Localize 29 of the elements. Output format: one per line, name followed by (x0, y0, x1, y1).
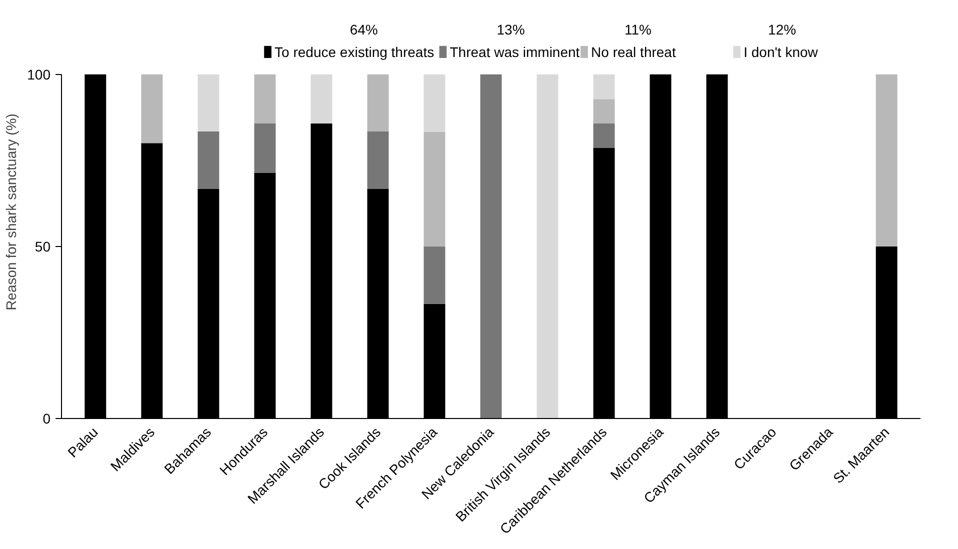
bar (480, 74, 502, 418)
bar (198, 131, 220, 189)
bar (141, 74, 163, 144)
bar (367, 74, 389, 132)
legend-label: I don't know (744, 44, 819, 60)
y-tick-label: 50 (34, 238, 51, 254)
bar (254, 74, 276, 124)
bar (424, 74, 446, 132)
text: 64% (350, 22, 378, 38)
y-tick-label: 0 (42, 410, 51, 426)
bar (254, 124, 276, 173)
bar (593, 99, 615, 124)
bar (198, 74, 220, 132)
legend-label: To reduce existing threats (274, 44, 434, 60)
bar (310, 74, 332, 124)
y-axis-title: Reason for shark sanctuary (%) (3, 114, 20, 310)
y-tick-label: 100 (27, 66, 51, 82)
text: 11% (624, 22, 652, 38)
text: 12% (768, 22, 796, 38)
bar (593, 124, 615, 148)
bar (424, 132, 446, 246)
bar (424, 246, 446, 304)
text: 13% (496, 22, 525, 38)
bar (536, 74, 558, 418)
legend-label: Threat was imminent (450, 44, 580, 60)
bar (367, 131, 389, 189)
bar (593, 74, 615, 100)
bar (876, 74, 898, 246)
legend-label: No real threat (591, 44, 676, 60)
